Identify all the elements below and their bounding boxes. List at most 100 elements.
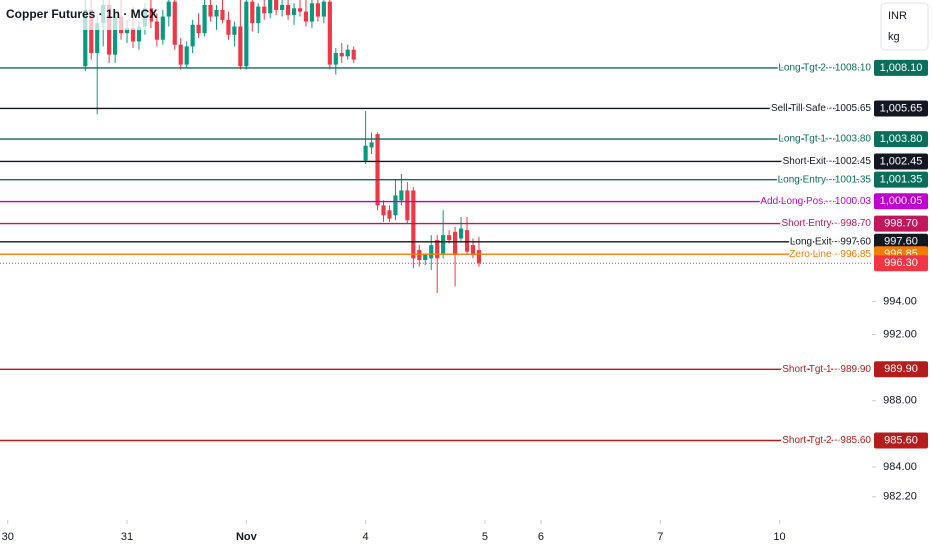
candle-body [208,4,213,17]
level-tag-label: 1,002.45 [880,155,923,167]
level-tag-label: 989.90 [884,363,918,375]
level-label: Long Tgt 1 - 1003.80 [778,134,871,145]
candle-body [268,0,273,14]
level-tag [874,215,928,232]
candle-body [285,4,291,15]
level-tag [874,59,928,76]
candle-body [232,26,237,35]
candle-body [447,235,452,241]
level-tag-label: 998.70 [884,217,918,229]
candle-body [244,1,249,67]
candle-body [303,11,309,22]
level-label: Long Exit - 997.60 [790,236,872,247]
last-price-label: 996.30 [884,257,918,269]
candle-body [172,1,177,45]
y-tick-label: 994.00 [883,295,917,307]
candle-body [166,1,171,17]
candle-body [178,44,183,65]
unit: kg [888,31,900,43]
title-bg [0,0,150,30]
candle-body [89,9,94,53]
candle-body [83,9,88,67]
candle-body [476,250,482,264]
y-tick-label: 984.00 [883,461,917,473]
candle-body [393,195,398,216]
candle-body [327,1,332,65]
candle-body [435,240,440,259]
candle-body [160,16,165,40]
candle-body [339,52,344,57]
level-tag [874,233,928,250]
level-label: Short Tgt 1 - 989.90 [782,364,871,375]
y-tick-label: 982.20 [883,491,917,503]
level-label: Short Tgt 2 - 985.60 [782,435,871,446]
candle-body [130,28,136,42]
level-tag [874,153,928,170]
candle-body [256,6,261,24]
candle-body [429,245,434,259]
candle-body [387,210,392,219]
candle-body [464,230,470,252]
unit-box[interactable] [880,2,929,51]
level-tag-label: 985.60 [884,434,918,446]
candle-body [95,23,100,53]
y-tick-label: 992.00 [883,328,917,340]
candle-body [441,235,446,254]
y-tick-label: 988.00 [883,395,917,407]
candle-body [381,205,386,216]
candle-body [262,6,267,14]
level-label: Zero Line - 996.85 [789,249,871,260]
candle-body [458,228,464,239]
level-tag-label: 1,005.65 [880,102,923,114]
chart-title: Copper Futures · 1h · MCX [6,7,157,21]
x-tick-label: 6 [538,531,544,543]
candle-body [470,245,476,256]
candle-body [124,28,130,34]
level-tag-label: 1,003.80 [880,133,923,145]
level-tag [874,361,928,378]
candle-body [190,24,195,47]
candle-body [214,9,219,17]
candle-body [274,0,279,10]
candle-body [345,49,350,57]
candle-body [411,190,416,259]
x-tick-label: 5 [482,531,488,543]
candle-body [363,145,368,161]
level-label: Short Entry - 998.70 [782,218,872,229]
candle-body [399,190,404,201]
candle-body [220,9,225,20]
x-tick-label: Nov [236,531,258,543]
candle-body [148,8,153,22]
level-label: Add Long Pos. - 1000.03 [760,196,871,207]
candle-body [321,1,326,17]
level-label: Short Exit - 1002.45 [783,156,872,167]
candle-body [250,1,255,24]
candle-body [369,142,374,148]
currency: INR [888,10,907,22]
level-label: Long Entry - 1001.35 [778,174,872,185]
candle-body [423,255,428,260]
candle-body [202,4,207,34]
candle-body [452,231,458,256]
x-tick-label: 10 [773,531,785,543]
level-tag-label: 1,000.05 [880,195,923,207]
x-tick-label: 7 [657,531,663,543]
candle-body [136,26,142,42]
x-tick-label: 31 [121,531,133,543]
candles [83,0,482,294]
candle-body [154,21,159,40]
candle-body [375,134,380,206]
level-label: Long Tgt 2 - 1008.10 [778,63,871,74]
candle-body [333,52,338,65]
candle-body [309,3,315,22]
candle-body [297,8,303,12]
candle-body [184,46,189,65]
candle-body [417,250,422,260]
candle-body [238,26,243,67]
level-tag [874,432,928,449]
level-tag-label: 1,001.35 [880,174,923,186]
level-tag [874,193,928,210]
candle-body [351,49,356,60]
level-tag-label: 997.60 [884,236,918,248]
